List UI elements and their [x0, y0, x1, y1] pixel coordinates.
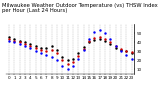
Text: Milwaukee Weather Outdoor Temperature (vs) THSW Index per Hour (Last 24 Hours): Milwaukee Weather Outdoor Temperature (v…: [2, 3, 157, 13]
